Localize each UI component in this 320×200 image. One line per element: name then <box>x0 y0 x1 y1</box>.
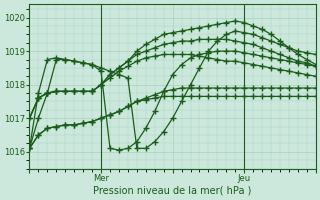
X-axis label: Pression niveau de la mer( hPa ): Pression niveau de la mer( hPa ) <box>93 186 252 196</box>
